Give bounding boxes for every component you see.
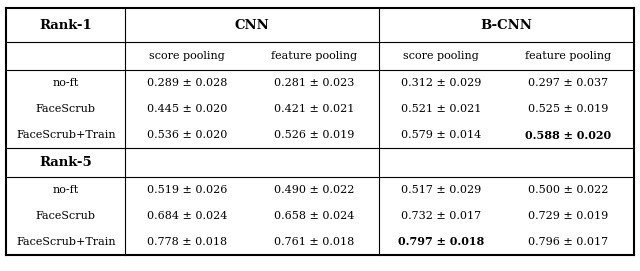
Text: 0.761 ± 0.018: 0.761 ± 0.018	[274, 237, 354, 247]
Text: feature pooling: feature pooling	[525, 51, 611, 61]
Text: 0.732 ± 0.017: 0.732 ± 0.017	[401, 211, 481, 221]
Text: 0.445 ± 0.020: 0.445 ± 0.020	[147, 104, 227, 114]
Text: CNN: CNN	[235, 18, 269, 31]
Text: 0.588 ± 0.020: 0.588 ± 0.020	[525, 130, 611, 141]
Text: 0.729 ± 0.019: 0.729 ± 0.019	[528, 211, 608, 221]
Text: 0.684 ± 0.024: 0.684 ± 0.024	[147, 211, 227, 221]
Text: FaceScrub+Train: FaceScrub+Train	[16, 130, 116, 140]
Text: FaceScrub: FaceScrub	[36, 211, 96, 221]
Text: 0.525 ± 0.019: 0.525 ± 0.019	[528, 104, 609, 114]
Text: 0.796 ± 0.017: 0.796 ± 0.017	[528, 237, 608, 247]
Text: 0.421 ± 0.021: 0.421 ± 0.021	[274, 104, 354, 114]
Text: 0.312 ± 0.029: 0.312 ± 0.029	[401, 78, 481, 88]
Text: no-ft: no-ft	[52, 78, 79, 88]
Text: 0.490 ± 0.022: 0.490 ± 0.022	[274, 185, 354, 195]
Text: FaceScrub: FaceScrub	[36, 104, 96, 114]
Text: 0.536 ± 0.020: 0.536 ± 0.020	[147, 130, 227, 140]
Text: no-ft: no-ft	[52, 185, 79, 195]
Text: 0.519 ± 0.026: 0.519 ± 0.026	[147, 185, 227, 195]
Text: 0.579 ± 0.014: 0.579 ± 0.014	[401, 130, 481, 140]
Text: 0.297 ± 0.037: 0.297 ± 0.037	[528, 78, 608, 88]
Text: Rank-1: Rank-1	[39, 18, 92, 31]
Text: 0.521 ± 0.021: 0.521 ± 0.021	[401, 104, 481, 114]
Text: B-CNN: B-CNN	[481, 18, 532, 31]
Text: 0.289 ± 0.028: 0.289 ± 0.028	[147, 78, 227, 88]
Text: 0.658 ± 0.024: 0.658 ± 0.024	[274, 211, 354, 221]
Text: feature pooling: feature pooling	[271, 51, 357, 61]
Text: 0.281 ± 0.023: 0.281 ± 0.023	[274, 78, 354, 88]
Text: 0.526 ± 0.019: 0.526 ± 0.019	[274, 130, 354, 140]
Text: 0.517 ± 0.029: 0.517 ± 0.029	[401, 185, 481, 195]
Text: 0.500 ± 0.022: 0.500 ± 0.022	[528, 185, 609, 195]
Text: score pooling: score pooling	[403, 51, 479, 61]
Text: 0.778 ± 0.018: 0.778 ± 0.018	[147, 237, 227, 247]
Text: 0.797 ± 0.018: 0.797 ± 0.018	[398, 236, 484, 247]
Text: FaceScrub+Train: FaceScrub+Train	[16, 237, 116, 247]
Text: score pooling: score pooling	[149, 51, 225, 61]
Text: Rank-5: Rank-5	[39, 156, 92, 169]
